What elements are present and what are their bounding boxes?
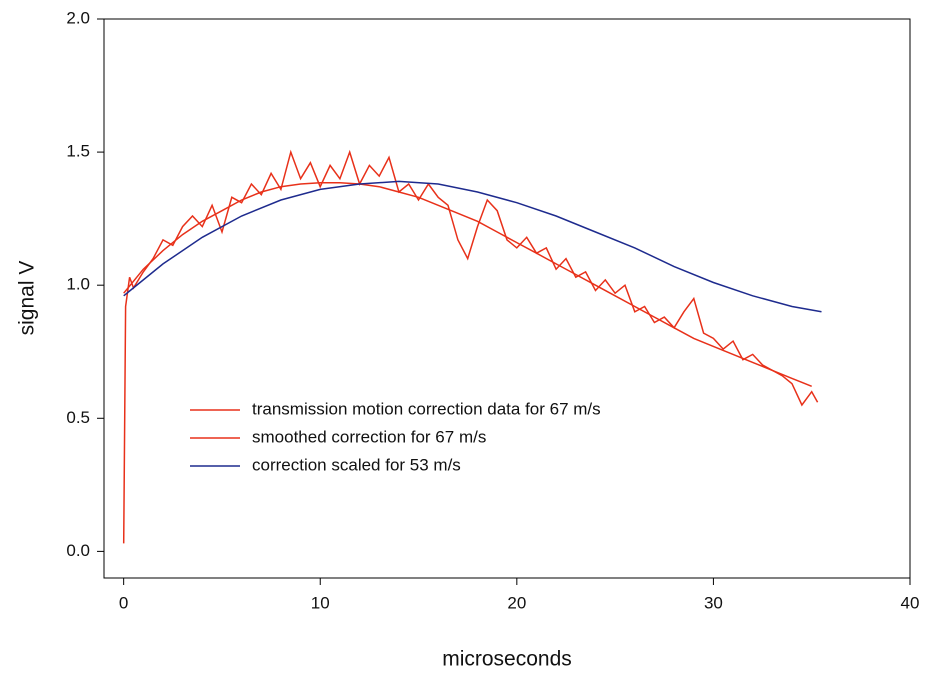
x-tick-label: 20 <box>507 593 526 612</box>
legend-label: transmission motion correction data for … <box>252 399 601 418</box>
y-tick-label: 1.5 <box>66 142 90 161</box>
y-tick-label: 0.5 <box>66 408 90 427</box>
data-line <box>123 181 812 387</box>
y-tick-label: 2.0 <box>66 8 90 27</box>
y-tick-label: 0.0 <box>66 541 90 560</box>
data-line <box>123 180 822 313</box>
legend-label: smoothed correction for 67 m/s <box>252 427 486 446</box>
legend-label: correction scaled for 53 m/s <box>252 455 461 474</box>
y-tick-label: 1.0 <box>66 275 90 294</box>
x-tick-label: 40 <box>901 593 920 612</box>
x-tick-label: 30 <box>704 593 723 612</box>
plot-frame <box>103 18 911 579</box>
x-tick-label: 0 <box>119 593 128 612</box>
data-line <box>122 149 819 544</box>
x-axis-title: microseconds <box>442 648 572 671</box>
y-axis-title: signal V <box>16 261 39 336</box>
x-tick-label: 10 <box>311 593 330 612</box>
